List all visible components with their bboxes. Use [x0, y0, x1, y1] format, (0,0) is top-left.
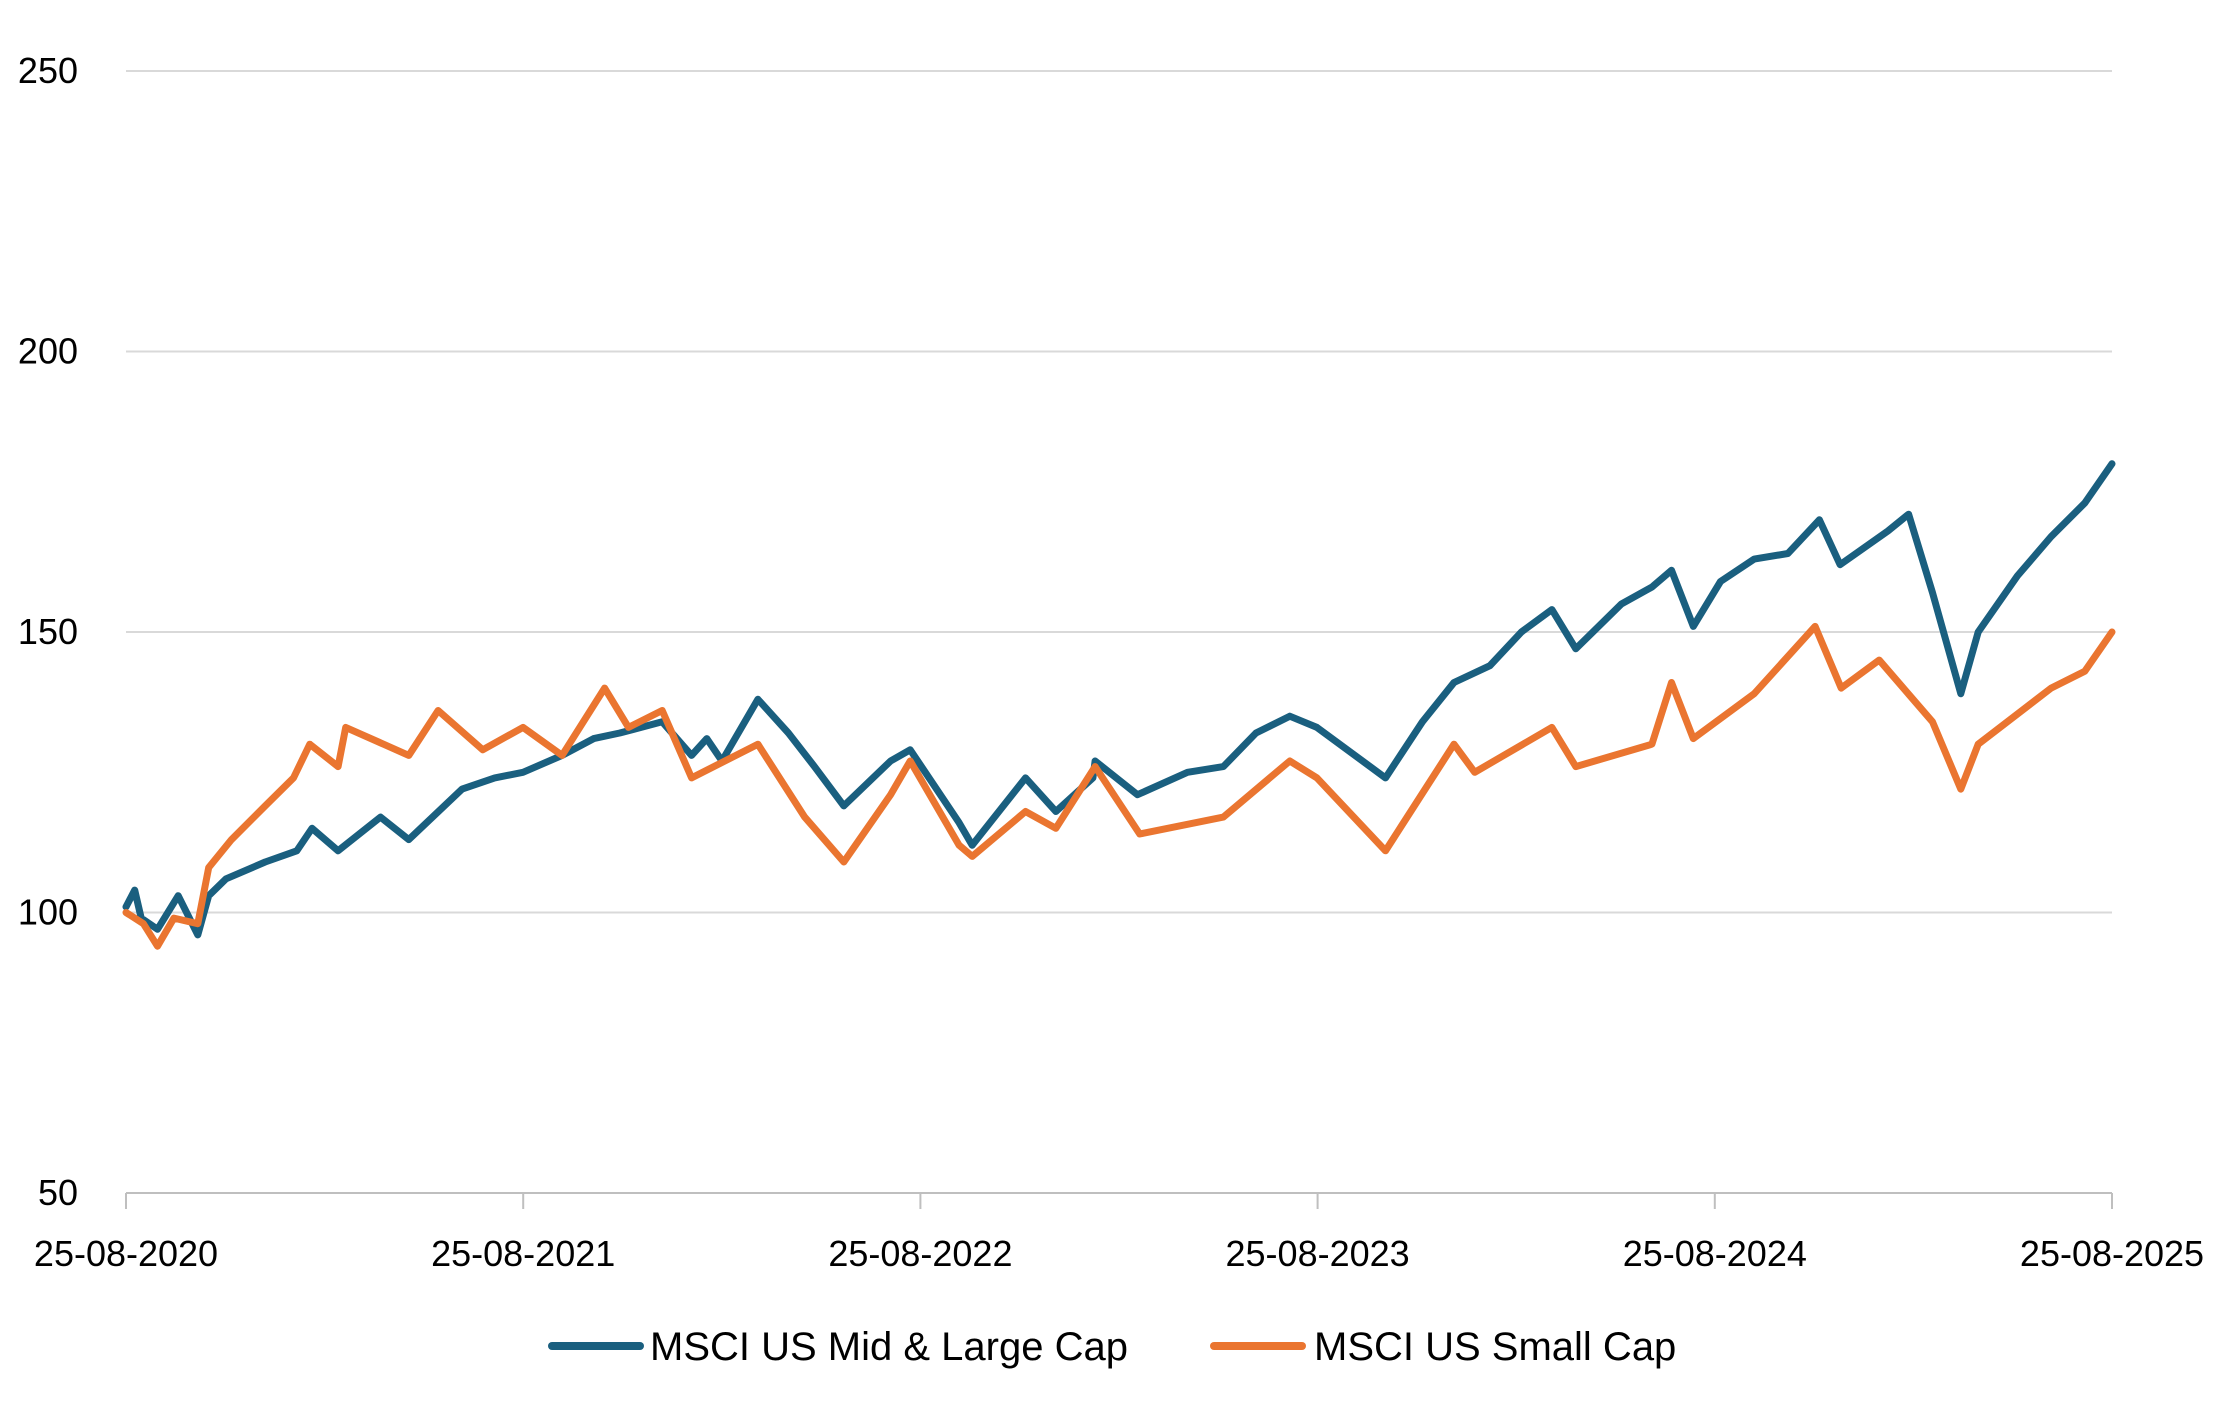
y-tick-label: 250 — [18, 50, 78, 91]
x-tick-label: 25-08-2024 — [1623, 1233, 1807, 1274]
x-tick-label: 25-08-2022 — [828, 1233, 1012, 1274]
x-tick-label: 25-08-2025 — [2020, 1233, 2204, 1274]
legend-label: MSCI US Small Cap — [1314, 1325, 1676, 1369]
legend: MSCI US Mid & Large Cap MSCI US Small Cap — [548, 1325, 1676, 1369]
y-tick-label: 50 — [38, 1172, 78, 1213]
x-tick-label: 25-08-2023 — [1226, 1233, 1410, 1274]
series-lines — [122, 460, 2116, 950]
gridlines — [126, 70, 2112, 914]
x-tick-label: 25-08-2021 — [431, 1233, 615, 1274]
x-tick-label: 25-08-2020 — [34, 1233, 218, 1274]
y-tick-label: 150 — [18, 611, 78, 652]
axes: 50 100 150 200 250 25-08-2020 25-08-2021 25-08-… — [18, 50, 2204, 1274]
legend-label: MSCI US Mid & Large Cap — [650, 1325, 1128, 1369]
y-tick-label: 200 — [18, 331, 78, 372]
series-line-mid-large-cap — [122, 460, 2116, 939]
y-tick-label: 100 — [18, 892, 78, 933]
series-line-small-cap — [122, 622, 2116, 950]
